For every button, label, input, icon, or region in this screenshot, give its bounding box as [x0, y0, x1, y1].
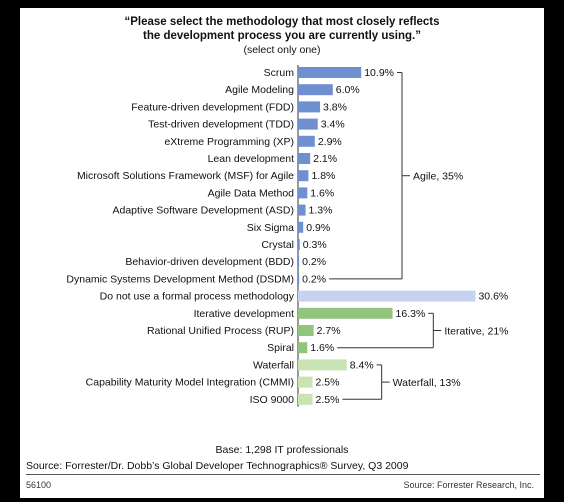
bar	[298, 221, 304, 233]
value-label: 0.2%	[302, 256, 326, 268]
value-label: 16.3%	[396, 308, 426, 320]
bar	[298, 135, 315, 147]
category-label: Agile Modeling	[225, 84, 294, 96]
value-label: 2.9%	[318, 136, 342, 148]
category-label: Adaptive Software Development (ASD)	[113, 205, 295, 217]
bar	[298, 393, 313, 405]
bar	[298, 256, 300, 268]
value-label: 30.6%	[478, 291, 508, 303]
bar	[298, 101, 321, 113]
category-label: Capability Maturity Model Integration (C…	[86, 377, 294, 389]
chart-title-line-1: “Please select the methodology that most…	[124, 16, 440, 28]
category-label: Dynamic Systems Development Method (DSDM…	[66, 273, 294, 285]
bar	[298, 204, 306, 216]
value-label: 1.8%	[311, 170, 335, 182]
value-label: 1.3%	[309, 205, 333, 217]
bar	[298, 153, 311, 164]
chart-title-line-2: the development process you are currentl…	[143, 30, 421, 42]
value-label: 0.3%	[303, 239, 327, 251]
group-label: Agile, 35%	[413, 171, 463, 183]
value-label: 1.6%	[310, 342, 334, 354]
category-label: Lean development	[208, 153, 294, 165]
category-label: ISO 9000	[250, 394, 295, 406]
category-label: Agile Data Method	[208, 187, 295, 199]
category-label: Rational Unified Process (RUP)	[147, 325, 294, 337]
bar	[298, 67, 362, 78]
value-label: 6.0%	[336, 84, 360, 96]
value-label: 2.7%	[317, 325, 341, 337]
bar	[298, 187, 308, 199]
category-label: Behavior-driven development (BDD)	[125, 256, 294, 268]
bar-chart: Scrum 10.9% Agile Modeling 6.0% Feature-driv…	[66, 65, 509, 407]
category-label: Iterative development	[194, 308, 294, 320]
value-label: 2.5%	[316, 394, 340, 406]
category-label: Microsoft Solutions Framework (MSF) for …	[77, 170, 294, 182]
bar	[298, 359, 347, 371]
value-label: 0.2%	[302, 273, 326, 285]
bar	[298, 376, 313, 388]
source-note: Source: Forrester/Dr. Dobb’s Global Deve…	[26, 460, 409, 472]
bar	[298, 290, 476, 302]
bar	[298, 307, 393, 319]
value-label: 8.4%	[350, 359, 374, 371]
credit-note: Source: Forrester Research, Inc.	[403, 480, 534, 490]
bar	[298, 84, 333, 96]
category-label: Scrum	[264, 67, 295, 79]
value-label: 3.8%	[323, 101, 347, 113]
figure-id: 56100	[26, 480, 52, 490]
category-label: Spiral	[267, 342, 294, 354]
category-label: Six Sigma	[247, 222, 294, 234]
value-label: 1.6%	[310, 187, 334, 199]
bar	[298, 170, 309, 182]
footer-divider	[26, 474, 540, 475]
bar	[298, 239, 300, 250]
group-label: Waterfall, 13%	[393, 377, 461, 389]
value-label: 0.9%	[306, 222, 330, 234]
category-label: Waterfall	[253, 359, 294, 371]
bar	[298, 118, 318, 130]
chart-subtitle: (select only one)	[243, 44, 321, 56]
bar	[298, 325, 314, 336]
value-label: 10.9%	[364, 67, 394, 79]
category-label: Do not use a formal process methodology	[100, 291, 295, 303]
value-label: 2.5%	[316, 377, 340, 389]
value-label: 3.4%	[321, 119, 345, 131]
bar	[298, 273, 300, 285]
base-note: Base: 1,298 IT professionals	[215, 444, 349, 456]
category-label: Crystal	[261, 239, 294, 251]
category-label: Test-driven development (TDD)	[148, 119, 294, 131]
category-label: eXtreme Programming (XP)	[164, 136, 294, 148]
group-label: Iterative, 21%	[444, 326, 508, 338]
category-label: Feature-driven development (FDD)	[131, 101, 294, 113]
chart-panel: “Please select the methodology that most…	[20, 8, 544, 498]
value-label: 2.1%	[313, 153, 337, 165]
bar	[298, 342, 308, 354]
